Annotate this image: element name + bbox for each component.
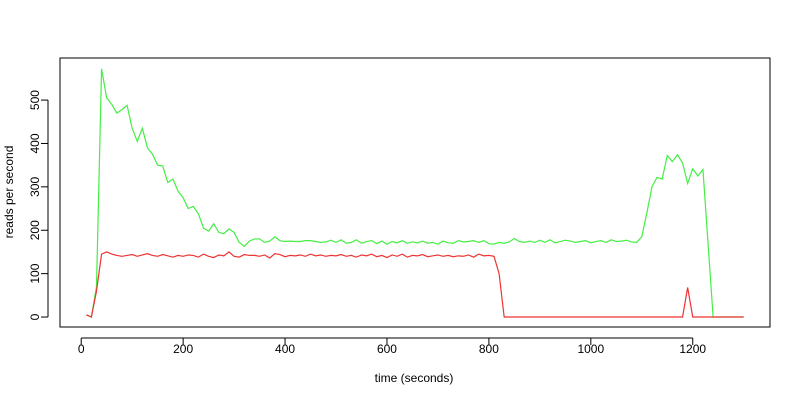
x-tick-label: 400 [275, 342, 295, 356]
plot-box [59, 57, 771, 328]
y-axis-title: reads per second [2, 146, 16, 239]
series-line [86, 251, 744, 318]
x-axis-title: time (seconds) [375, 371, 454, 385]
y-tick-label: 300 [28, 177, 42, 197]
series-line [86, 68, 744, 318]
y-tick-label: 500 [28, 90, 42, 110]
x-tick-label: 1000 [577, 342, 604, 356]
y-tick-label: 100 [28, 263, 42, 283]
x-tick-label: 0 [78, 342, 85, 356]
x-tick-label: 1200 [679, 342, 706, 356]
x-tick-label: 800 [479, 342, 499, 356]
y-tick-label: 400 [28, 133, 42, 153]
x-tick-label: 600 [377, 342, 397, 356]
y-tick-label: 200 [28, 220, 42, 240]
y-tick-label: 0 [28, 313, 42, 320]
x-tick-label: 200 [173, 342, 193, 356]
